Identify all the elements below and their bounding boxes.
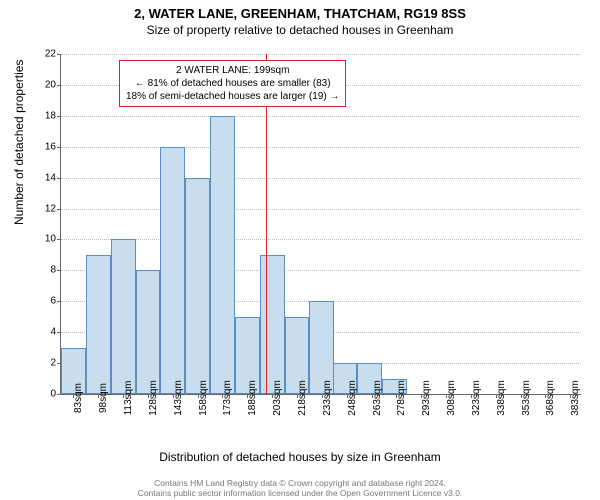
xtick-label: 293sqm: [421, 380, 432, 416]
xtick-label: 353sqm: [521, 380, 532, 416]
gridline: [61, 116, 581, 117]
ytick-mark: [57, 270, 61, 271]
ytick-mark: [57, 85, 61, 86]
ytick-mark: [57, 239, 61, 240]
xtick-label: 83sqm: [73, 383, 84, 413]
xtick-label: 263sqm: [372, 380, 383, 416]
xtick-label: 308sqm: [446, 380, 457, 416]
xtick-label: 368sqm: [545, 380, 556, 416]
ytick-label: 20: [26, 79, 56, 90]
xtick-label: 158sqm: [198, 380, 209, 416]
ytick-mark: [57, 54, 61, 55]
xtick-label: 323sqm: [471, 380, 482, 416]
gridline: [61, 209, 581, 210]
ytick-mark: [57, 301, 61, 302]
xtick-label: 218sqm: [297, 380, 308, 416]
gridline: [61, 178, 581, 179]
y-axis-label: Number of detached properties: [12, 60, 26, 225]
ytick-label: 0: [26, 389, 56, 400]
histogram-bar: [136, 270, 161, 394]
chart-container: 2, WATER LANE, GREENHAM, THATCHAM, RG19 …: [0, 0, 600, 500]
xtick-label: 203sqm: [272, 380, 283, 416]
xtick-label: 98sqm: [98, 383, 109, 413]
ytick-label: 4: [26, 327, 56, 338]
x-axis-label: Distribution of detached houses by size …: [0, 450, 600, 464]
ytick-label: 22: [26, 49, 56, 60]
gridline: [61, 239, 581, 240]
chart-subtitle: Size of property relative to detached ho…: [0, 21, 600, 37]
annotation-line: 2 WATER LANE: 199sqm: [126, 64, 339, 77]
xtick-label: 113sqm: [123, 381, 134, 416]
chart-title: 2, WATER LANE, GREENHAM, THATCHAM, RG19 …: [0, 0, 600, 21]
xtick-label: 383sqm: [570, 380, 581, 416]
ytick-label: 6: [26, 296, 56, 307]
ytick-mark: [57, 394, 61, 395]
chart-area: 024681012141618202283sqm98sqm113sqm128sq…: [60, 54, 580, 424]
xtick-label: 188sqm: [247, 380, 258, 416]
histogram-bar: [210, 116, 235, 394]
ytick-mark: [57, 332, 61, 333]
footer-attribution: Contains HM Land Registry data © Crown c…: [0, 478, 600, 498]
ytick-mark: [57, 209, 61, 210]
xtick-label: 338sqm: [496, 380, 507, 416]
ytick-mark: [57, 178, 61, 179]
xtick-label: 248sqm: [347, 380, 358, 416]
plot-area: 024681012141618202283sqm98sqm113sqm128sq…: [60, 54, 581, 395]
histogram-bar: [86, 255, 111, 394]
ytick-mark: [57, 116, 61, 117]
xtick-label: 233sqm: [322, 380, 333, 416]
gridline: [61, 147, 581, 148]
ytick-label: 10: [26, 234, 56, 245]
xtick-label: 173sqm: [222, 380, 233, 416]
histogram-bar: [260, 255, 285, 394]
ytick-label: 18: [26, 110, 56, 121]
histogram-bar: [111, 239, 136, 394]
xtick-label: 128sqm: [148, 380, 159, 416]
annotation-line: 18% of semi-detached houses are larger (…: [126, 90, 339, 103]
annotation-box: 2 WATER LANE: 199sqm← 81% of detached ho…: [119, 60, 346, 107]
ytick-label: 16: [26, 141, 56, 152]
ytick-mark: [57, 147, 61, 148]
xtick-label: 143sqm: [173, 380, 184, 416]
footer-line1: Contains HM Land Registry data © Crown c…: [0, 478, 600, 488]
ytick-label: 14: [26, 172, 56, 183]
annotation-line: ← 81% of detached houses are smaller (83…: [126, 77, 339, 90]
gridline: [61, 54, 581, 55]
histogram-bar: [160, 147, 185, 394]
histogram-bar: [185, 178, 210, 394]
ytick-label: 2: [26, 358, 56, 369]
footer-line2: Contains public sector information licen…: [0, 488, 600, 498]
ytick-label: 8: [26, 265, 56, 276]
xtick-label: 278sqm: [396, 380, 407, 416]
ytick-label: 12: [26, 203, 56, 214]
